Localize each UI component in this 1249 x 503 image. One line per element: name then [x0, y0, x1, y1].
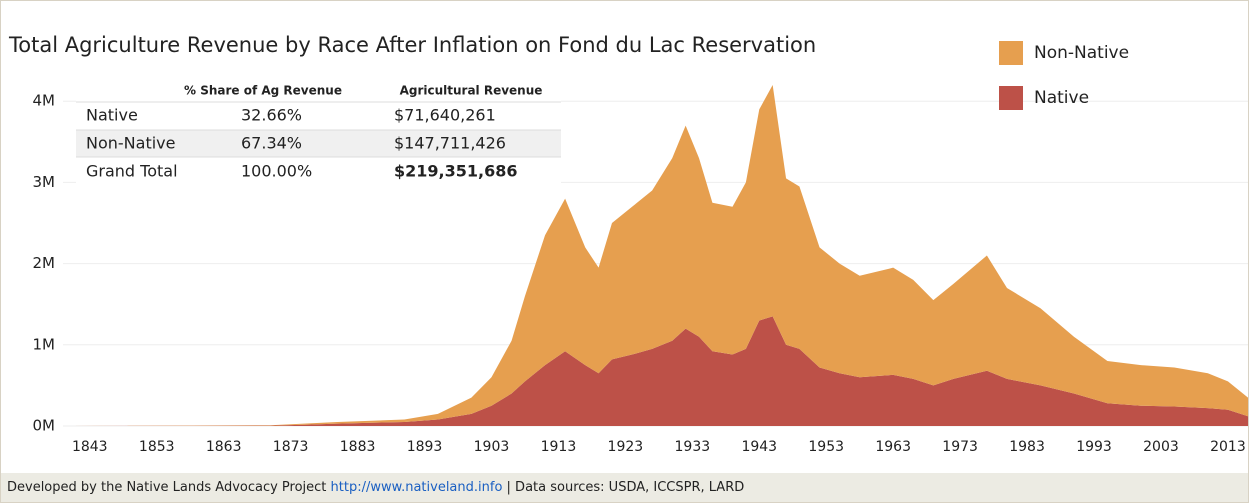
legend-swatch — [999, 86, 1023, 110]
x-tick-label: 1983 — [1009, 439, 1045, 455]
x-tick-label: 1873 — [273, 439, 309, 455]
x-tick-label: 1933 — [675, 439, 711, 455]
x-tick-label: 1923 — [608, 439, 644, 455]
footer: Developed by the Native Lands Advocacy P… — [1, 473, 1248, 502]
table-header: % Share of Ag Revenue — [184, 84, 342, 98]
table-cell: 100.00% — [241, 162, 312, 181]
table-row-bg — [76, 130, 561, 157]
y-tick-label: 1M — [33, 335, 56, 353]
x-tick-label: 1993 — [1076, 439, 1112, 455]
x-tick-label: 1963 — [875, 439, 911, 455]
table-cell: Non-Native — [86, 134, 175, 153]
footer-text: Developed by the Native Lands Advocacy P… — [7, 480, 327, 495]
x-tick-label: 1853 — [139, 439, 175, 455]
footer-link[interactable]: http://www.nativeland.info — [330, 480, 503, 495]
x-tick-label: 2013 — [1210, 439, 1246, 455]
x-tick-label: 1893 — [407, 439, 443, 455]
x-tick-label: 2003 — [1143, 439, 1179, 455]
x-tick-label: 1883 — [340, 439, 376, 455]
table-cell: 32.66% — [241, 106, 302, 125]
footer-sources: | Data sources: USDA, ICCSPR, LARD — [506, 480, 745, 495]
table-cell: Grand Total — [86, 162, 178, 181]
chart-title: Total Agriculture Revenue by Race After … — [8, 33, 816, 57]
table-cell: $147,711,426 — [394, 134, 506, 153]
x-tick-label: 1943 — [741, 439, 777, 455]
table-cell: $71,640,261 — [394, 106, 496, 125]
y-tick-label: 2M — [33, 254, 56, 272]
area — [69, 85, 1248, 426]
area — [69, 316, 1248, 426]
chart: Total Agriculture Revenue by Race After … — [8, 33, 1248, 455]
x-tick-label: 1863 — [206, 439, 242, 455]
legend-label: Native — [1034, 88, 1089, 108]
table-cell: Native — [86, 106, 138, 125]
x-tick-label: 1973 — [942, 439, 978, 455]
y-tick-label: 0M — [33, 417, 56, 435]
legend-swatch — [999, 41, 1023, 65]
x-tick-label: 1903 — [474, 439, 510, 455]
table-header: Agricultural Revenue — [400, 84, 543, 98]
legend-label: Non-Native — [1034, 43, 1129, 63]
x-tick-label: 1913 — [541, 439, 577, 455]
y-tick-label: 4M — [33, 92, 56, 110]
x-tick-label: 1953 — [808, 439, 844, 455]
table-cell: $219,351,686 — [394, 162, 517, 181]
y-tick-label: 3M — [33, 173, 56, 191]
x-tick-label: 1843 — [72, 439, 108, 455]
table-cell: 67.34% — [241, 134, 302, 153]
